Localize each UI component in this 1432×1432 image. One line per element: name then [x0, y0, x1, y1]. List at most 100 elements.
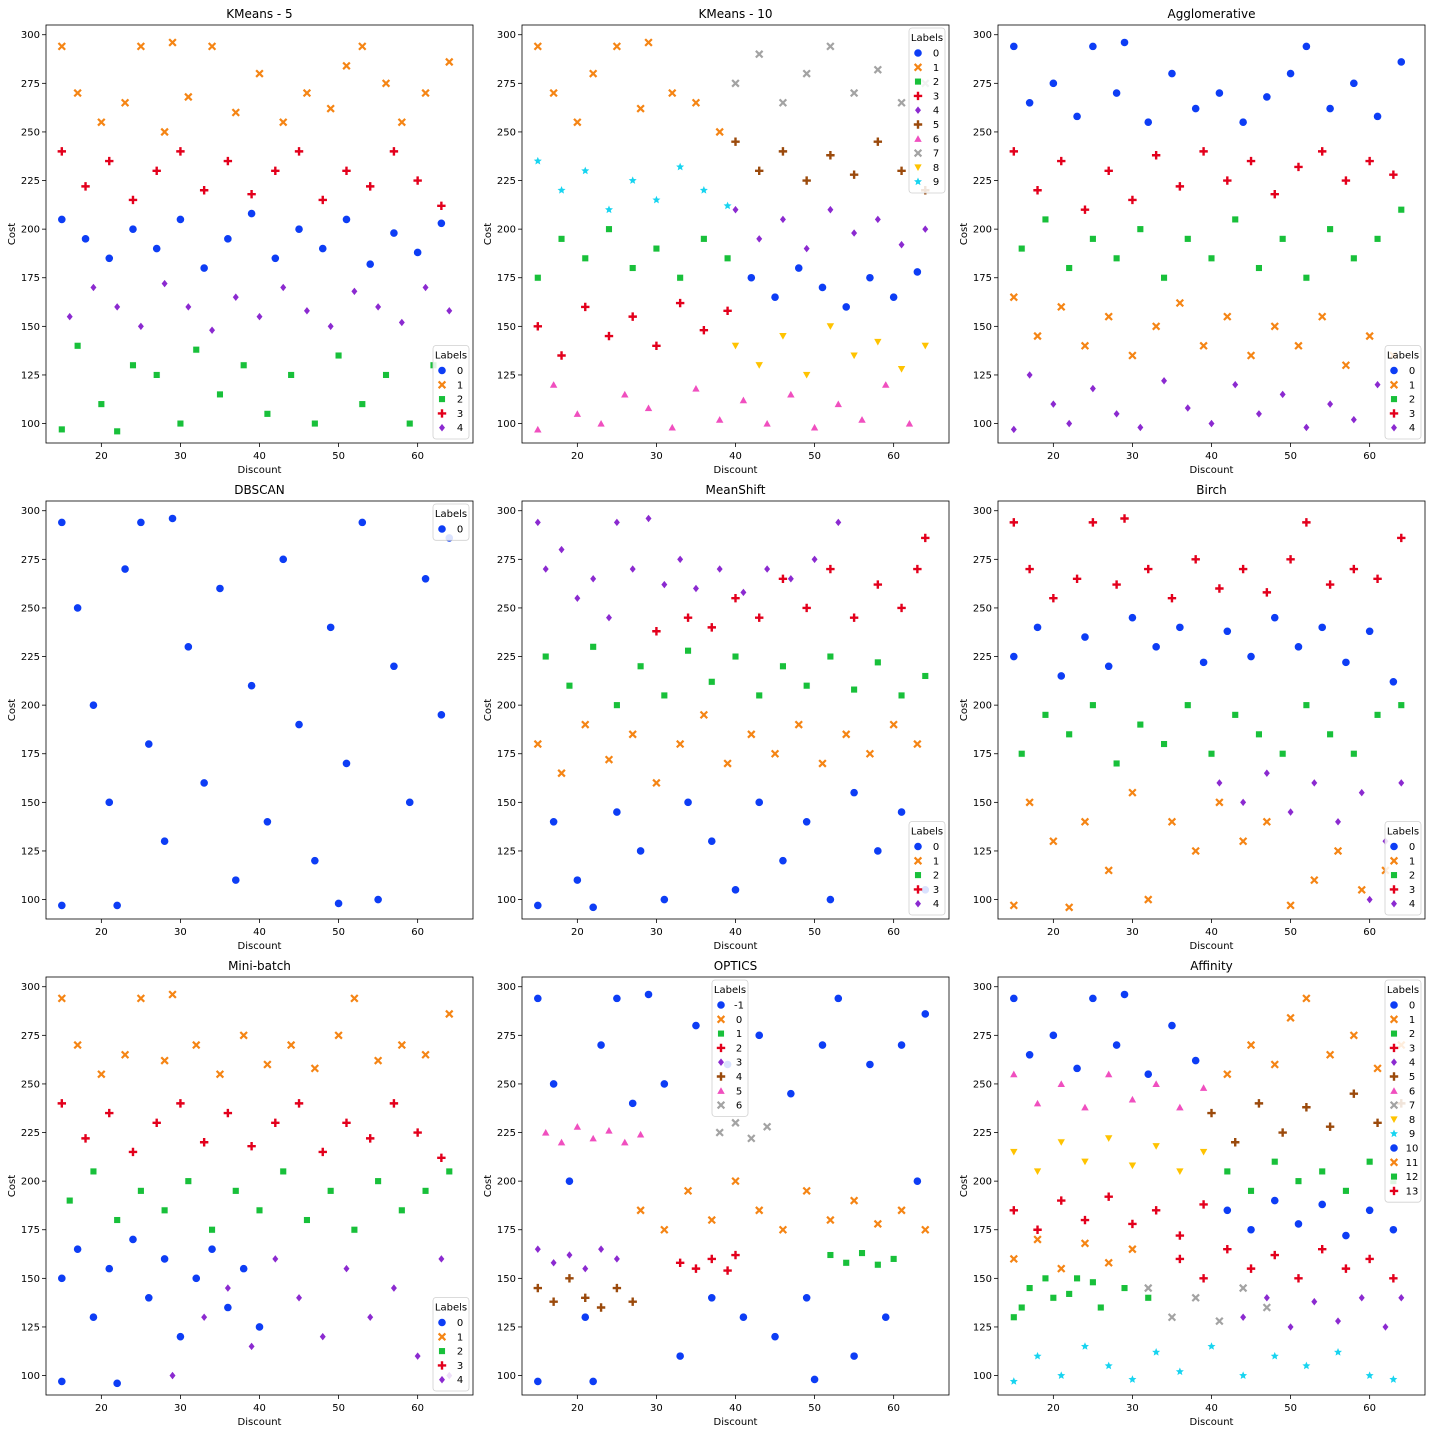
- point-label-2: [58, 425, 66, 434]
- point-label-13: [1175, 1254, 1185, 1264]
- point-label-4: [826, 205, 835, 215]
- legend-marker-1: [1389, 380, 1399, 389]
- legend-marker-4: [1390, 899, 1398, 909]
- point-label-0: [57, 1273, 67, 1283]
- y-tick-label: 100: [21, 895, 40, 906]
- point-label-2: [652, 244, 661, 253]
- point-label-5: [873, 137, 883, 146]
- point-label-6: [762, 1122, 772, 1131]
- legend-marker-2: [914, 871, 922, 879]
- point-label-3: [1033, 1225, 1042, 1234]
- point-label-2: [97, 400, 106, 408]
- point-label-1: [874, 1261, 882, 1269]
- point-label-0: [405, 797, 415, 807]
- point-label-2: [1255, 730, 1263, 738]
- y-tick-label: 125: [973, 846, 992, 857]
- point-label-0: [357, 517, 367, 527]
- point-label-3: [1365, 156, 1374, 166]
- point-label-0: [413, 247, 423, 258]
- legend-marker-1: [1389, 1015, 1399, 1024]
- point-label-2: [1255, 264, 1263, 272]
- point-label-4: [921, 224, 930, 234]
- x-tick-label: 60: [411, 451, 424, 462]
- point-label-3: [802, 603, 811, 613]
- x-tick-label: 40: [253, 927, 266, 938]
- point-label-0: [889, 292, 899, 302]
- point-label-2: [755, 691, 763, 700]
- x-tick-label: 30: [174, 927, 187, 938]
- legend-entry-label: 11: [1406, 1158, 1419, 1169]
- subplot-5: 20 30 40 50 60100125150175200225250275300Mea…: [483, 483, 950, 952]
- point-label-0: [144, 1293, 154, 1303]
- x-tick-label: 60: [1363, 1403, 1376, 1414]
- point-label-8: [825, 322, 836, 332]
- point-label-2: [1010, 1313, 1018, 1321]
- point-label-1: [842, 1259, 850, 1267]
- point-label-6: [904, 418, 915, 428]
- point-label-0: [1088, 993, 1098, 1003]
- point-label-2: [334, 351, 343, 360]
- point-label-3: [1025, 564, 1034, 574]
- legend-entry-label: 4: [457, 423, 463, 434]
- point-label-0: [802, 1186, 811, 1195]
- point-label-2: [708, 678, 716, 686]
- point-label-9: [1152, 1348, 1161, 1356]
- legend: Labels 0 1 2 3 4: [432, 1297, 470, 1392]
- point-label-1: [1318, 312, 1327, 321]
- point-label-2: [1279, 750, 1287, 758]
- point-label-3: [1294, 162, 1303, 172]
- legend-entry-label: 10: [1406, 1144, 1419, 1155]
- point-label-3: [199, 1138, 209, 1147]
- point-label-4: [613, 517, 621, 528]
- y-axis-label: Cost: [7, 699, 18, 721]
- point-label-9: [1365, 1371, 1374, 1379]
- point-label-7: [1262, 1303, 1271, 1312]
- legend-entry-label: 5: [736, 1086, 742, 1097]
- point-label-2: [629, 264, 637, 272]
- point-label-1: [184, 92, 193, 102]
- point-label-0: [659, 894, 669, 905]
- point-label-6: [1198, 1083, 1209, 1092]
- point-label-3: [613, 1254, 621, 1264]
- point-label-1: [397, 118, 406, 127]
- point-label-2: [1112, 759, 1121, 768]
- point-label-2: [113, 1216, 121, 1224]
- point-label-1: [168, 38, 177, 47]
- point-label-2: [137, 1187, 145, 1195]
- point-label-1: [192, 1040, 201, 1050]
- point-label-3: [557, 351, 566, 360]
- point-label-0: [223, 234, 233, 244]
- point-label-0: [1143, 117, 1153, 127]
- point-label-0: [262, 817, 273, 827]
- point-label-0: [1056, 671, 1066, 681]
- point-label-3: [128, 195, 138, 205]
- point-label-8: [873, 338, 883, 347]
- legend-entry-label: 6: [933, 134, 939, 145]
- point-label-4: [1065, 418, 1073, 429]
- point-label-4: [1278, 389, 1287, 400]
- chart-title: Affinity: [1190, 959, 1233, 973]
- legend-marker-7: [913, 148, 923, 158]
- legend-entry-label: 1: [933, 63, 939, 74]
- point-label-0: [1388, 677, 1398, 687]
- point-label-4: [1357, 1293, 1366, 1303]
- y-tick-label: 250: [21, 127, 40, 138]
- y-tick-label: 300: [497, 506, 516, 517]
- point-label-6: [1175, 1102, 1185, 1111]
- point-label-0: [1025, 98, 1035, 108]
- point-label-1: [57, 994, 66, 1003]
- point-label-0: [896, 807, 907, 817]
- legend-entry-label: 2: [1409, 395, 1415, 406]
- x-tick-label: 20: [571, 451, 584, 462]
- point-label-3: [413, 1128, 422, 1137]
- y-tick-label: 100: [973, 1371, 992, 1382]
- point-label-3: [1057, 156, 1066, 166]
- point-label-0: [294, 224, 304, 234]
- legend-marker-8: [913, 163, 923, 173]
- point-label-13: [1318, 1244, 1327, 1254]
- x-tick-label: 60: [1363, 451, 1376, 462]
- point-label-6: [833, 399, 844, 408]
- point-label-2: [327, 1187, 335, 1195]
- point-label--1: [707, 1293, 717, 1303]
- point-label-2: [1365, 1158, 1374, 1166]
